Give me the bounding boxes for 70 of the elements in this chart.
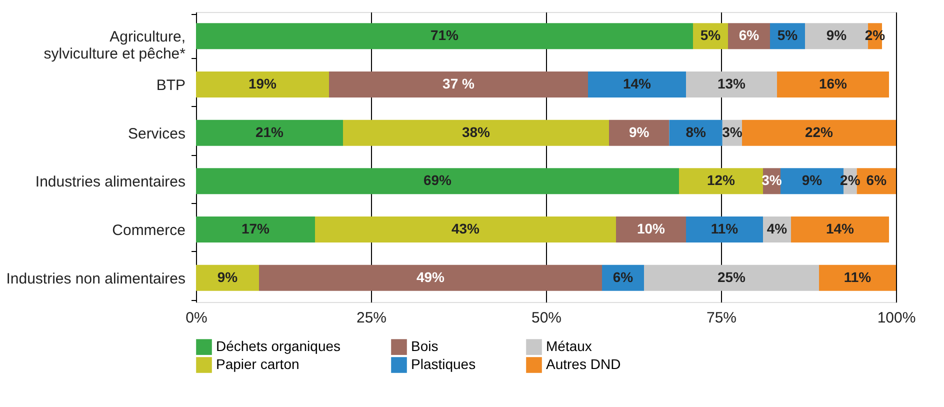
data-label: 6% [738, 27, 760, 44]
legend-label: Métaux [546, 338, 592, 354]
x-tick-label: 75% [706, 310, 737, 326]
data-label: 12% [706, 172, 736, 188]
bar [196, 120, 343, 146]
bar [196, 168, 679, 194]
x-tick-label: 100% [877, 310, 916, 326]
data-label: 11% [710, 220, 739, 236]
data-label: 5% [777, 27, 798, 44]
bar [644, 264, 819, 291]
bar [686, 72, 777, 98]
data-label: 16% [818, 76, 848, 92]
data-label: 38% [462, 124, 491, 140]
data-label: 71% [430, 27, 460, 44]
data-label: 25% [717, 268, 746, 285]
data-label: 9% [802, 172, 823, 188]
bar [609, 120, 670, 146]
legend-label: Plastiques [411, 356, 476, 372]
y-tick-label: Agriculture, sylviculture et pêche* [44, 28, 186, 63]
data-label: 21% [255, 124, 284, 140]
bar [777, 72, 889, 98]
data-label: 22% [804, 124, 834, 140]
data-label: 19% [248, 76, 278, 92]
bar [686, 216, 763, 242]
bar [819, 264, 896, 291]
data-label: 8% [686, 124, 706, 140]
data-label: 4% [766, 220, 788, 236]
bar [679, 168, 763, 194]
bar [588, 72, 686, 98]
data-label: 5% [700, 27, 722, 44]
bar [329, 72, 588, 98]
data-label: 14% [826, 220, 855, 236]
y-tick-label: Industries non alimentaires [6, 270, 186, 288]
bar [616, 216, 686, 242]
x-tick-label: 0% [186, 310, 208, 326]
legend-label: Déchets organiques [216, 338, 341, 354]
bar [343, 120, 609, 146]
data-label: 17% [241, 220, 270, 236]
bar [791, 216, 889, 242]
data-label: 6% [866, 172, 888, 188]
y-tick-label: Commerce [112, 222, 186, 239]
data-label: 10% [636, 220, 666, 236]
bar [196, 72, 329, 98]
bar [742, 120, 896, 146]
data-label: 3% [722, 124, 743, 140]
data-label: 6% [612, 268, 634, 285]
data-label: 14% [622, 76, 652, 92]
legend-label: Papier carton [216, 356, 300, 372]
bar [196, 216, 315, 242]
bar [315, 216, 616, 242]
data-label: 9% [217, 268, 238, 285]
data-label: 11% [844, 268, 872, 285]
legend-label: Bois [411, 338, 438, 354]
y-tick-label: BTP [156, 77, 186, 94]
data-label: 9% [826, 27, 848, 44]
x-tick-label: 50% [531, 310, 562, 326]
legend-label: Autres DND [546, 356, 621, 372]
data-label: 49% [416, 268, 446, 285]
y-tick-label: Services [128, 125, 186, 142]
data-label: 43% [451, 220, 480, 236]
data-label: 13% [717, 76, 746, 92]
bar [669, 120, 722, 146]
data-label: 69% [423, 172, 452, 188]
bar [259, 264, 602, 291]
x-tick-label: 25% [356, 310, 387, 326]
data-label: 37 % [442, 76, 475, 92]
y-tick-label: Industries alimentaires [35, 174, 186, 191]
data-label: 9% [628, 124, 650, 140]
bar [196, 23, 693, 50]
bar [196, 264, 259, 291]
